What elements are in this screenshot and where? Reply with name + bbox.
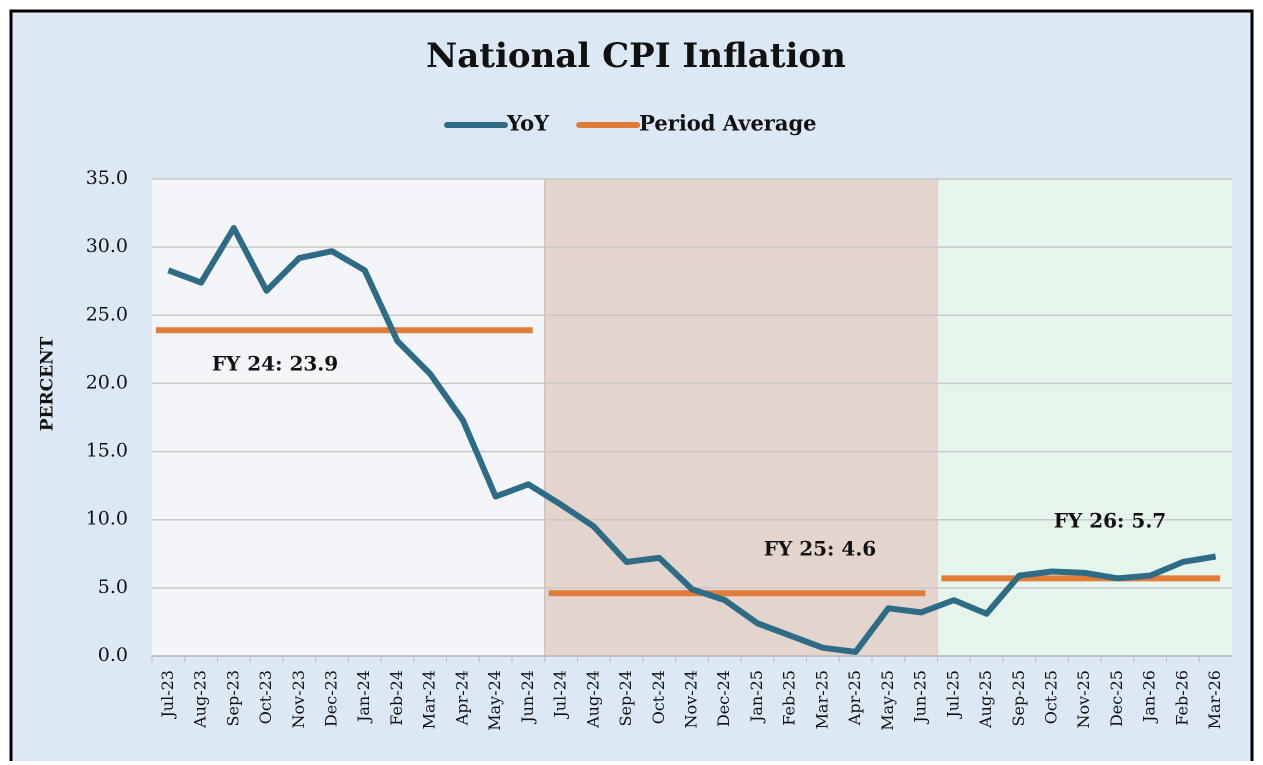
x-tick-label: May-24 <box>485 670 504 731</box>
x-tick-label: Jun-24 <box>518 670 537 725</box>
x-tick-label: Apr-24 <box>452 670 471 726</box>
x-tick-label: Jan-26 <box>1140 670 1159 724</box>
period-label: FY 24: 23.9 <box>212 352 338 376</box>
x-tick-label: Apr-25 <box>845 670 864 726</box>
period-label: FY 25: 4.6 <box>764 537 876 561</box>
x-tick-label: Oct-24 <box>649 670 668 724</box>
y-tick-label: 5.0 <box>98 576 128 598</box>
x-tick-label: Jul-24 <box>551 670 570 720</box>
x-tick-label: Oct-25 <box>1042 670 1061 724</box>
yoy-line <box>167 225 1217 655</box>
x-tick-label: Dec-23 <box>322 670 341 727</box>
y-tick-label: 15.0 <box>86 440 128 462</box>
x-tick-label: Jun-25 <box>911 670 930 725</box>
x-tick-label: Jul-25 <box>943 670 962 720</box>
x-tick-label: Dec-24 <box>714 670 733 727</box>
x-tick-label: Nov-23 <box>289 670 308 728</box>
period-label: FY 26: 5.7 <box>1054 509 1166 533</box>
y-tick-label: 20.0 <box>86 371 128 393</box>
x-tick-label: Aug-24 <box>583 670 602 729</box>
y-tick-label: 10.0 <box>86 508 128 530</box>
x-tick-label: Aug-25 <box>976 670 995 729</box>
x-tick-label: Dec-25 <box>1107 670 1126 727</box>
y-tick-label: 35.0 <box>86 167 128 189</box>
x-tick-label: Sep-24 <box>616 670 635 726</box>
x-tick-label: Mar-24 <box>420 670 439 729</box>
x-tick-label: Sep-25 <box>1009 670 1028 726</box>
x-tick-label: Nov-24 <box>682 670 701 728</box>
x-tick-label: Nov-25 <box>1074 670 1093 728</box>
x-tick-label: Aug-23 <box>191 670 210 729</box>
y-tick-label: 30.0 <box>86 235 128 257</box>
x-tick-label: Jan-24 <box>354 670 373 724</box>
y-tick-label: 0.0 <box>98 644 128 666</box>
x-tick-label: Feb-25 <box>780 670 799 726</box>
x-tick-label: May-25 <box>878 670 897 731</box>
y-axis-label: PERCENT <box>38 336 58 431</box>
x-tick-label: Oct-23 <box>256 670 275 724</box>
legend-label: YoY <box>506 111 550 136</box>
x-tick-label: Jul-23 <box>158 670 177 720</box>
x-tick-label: Sep-23 <box>223 670 242 726</box>
x-tick-label: Mar-26 <box>1205 670 1224 729</box>
x-tick-label: Feb-24 <box>387 670 406 726</box>
x-tick-label: Feb-26 <box>1172 670 1191 726</box>
x-tick-label: Jan-25 <box>747 670 766 724</box>
period-shading <box>544 178 938 657</box>
y-tick-label: 25.0 <box>86 303 128 325</box>
period-shading <box>937 179 1232 656</box>
chart-title: National CPI Inflation <box>426 36 846 76</box>
x-tick-label: Mar-25 <box>812 670 831 729</box>
period-shading <box>152 179 545 656</box>
legend-label: Period Average <box>639 111 816 136</box>
